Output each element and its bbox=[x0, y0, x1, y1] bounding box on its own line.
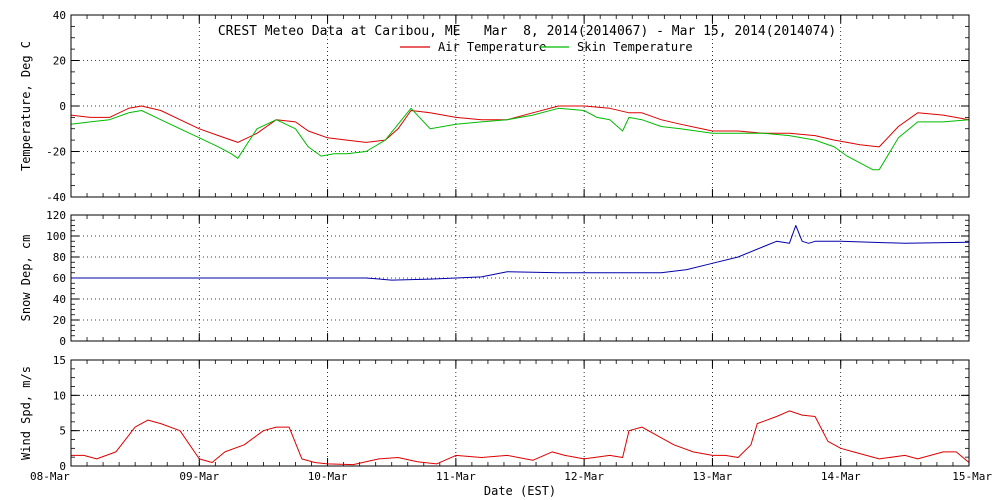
series-line-panel3-1 bbox=[71, 410, 970, 466]
x-tick-label: 13-Mar bbox=[693, 470, 733, 483]
plot-frame bbox=[70, 359, 970, 467]
series-line-skin-temperature bbox=[70, 107, 970, 171]
panel-2: 0 20 40 60 80 100 120 Snow Dep, cm bbox=[19, 209, 970, 348]
y-tick-label: 0 bbox=[59, 335, 66, 348]
y-tick-label: 20 bbox=[53, 314, 66, 327]
y-tick-label: 10 bbox=[53, 389, 66, 402]
panel-1: -40 -20 0 20 40 Temperature, Deg C bbox=[19, 9, 970, 204]
x-tick-label: 14-Mar bbox=[821, 470, 861, 483]
legend: Air Temperature Skin Temperature bbox=[400, 40, 693, 54]
y-tick-label: 40 bbox=[53, 9, 66, 22]
plot-frame bbox=[70, 214, 970, 342]
x-axis-title: Date (EST) bbox=[484, 484, 556, 498]
y-axis-label: Wind Spd, m/s bbox=[19, 366, 33, 460]
y-tick-label: 80 bbox=[53, 251, 66, 264]
y-tick-label: 60 bbox=[53, 272, 66, 285]
y-tick-label: 40 bbox=[53, 293, 66, 306]
y-tick-label: 0 bbox=[59, 100, 66, 113]
y-tick-label: 100 bbox=[46, 230, 66, 243]
plot-frame bbox=[70, 14, 970, 198]
y-tick-label: 120 bbox=[46, 209, 66, 222]
x-tick-label: 15-Mar bbox=[952, 470, 992, 483]
x-tick-label: 10-Mar bbox=[308, 470, 348, 483]
x-tick-label: 09-Mar bbox=[179, 470, 219, 483]
y-tick-label: -40 bbox=[46, 191, 66, 204]
x-tick-label: 12-Mar bbox=[564, 470, 604, 483]
y-tick-label: -20 bbox=[46, 146, 66, 159]
series-line-panel2-1 bbox=[71, 225, 970, 281]
y-tick-label: 5 bbox=[59, 425, 66, 438]
y-axis-label: Snow Dep, cm bbox=[19, 235, 33, 322]
panel-3: 0 5 10 15 Wind Spd, m/s bbox=[19, 354, 970, 473]
y-tick-label: 20 bbox=[53, 55, 66, 68]
x-tick-label: 11-Mar bbox=[436, 470, 476, 483]
legend-label-2: Skin Temperature bbox=[577, 40, 693, 54]
y-tick-label: 15 bbox=[53, 354, 66, 367]
chart-title: CREST Meteo Data at Caribou, ME Mar 8, 2… bbox=[218, 24, 836, 39]
series-line-air-temperature bbox=[70, 105, 970, 148]
legend-label-1: Air Temperature bbox=[438, 40, 546, 54]
x-tick-label: 08-Mar bbox=[30, 470, 70, 483]
y-axis-label: Temperature, Deg C bbox=[19, 41, 33, 171]
y-tick-label: 0 bbox=[59, 460, 66, 473]
